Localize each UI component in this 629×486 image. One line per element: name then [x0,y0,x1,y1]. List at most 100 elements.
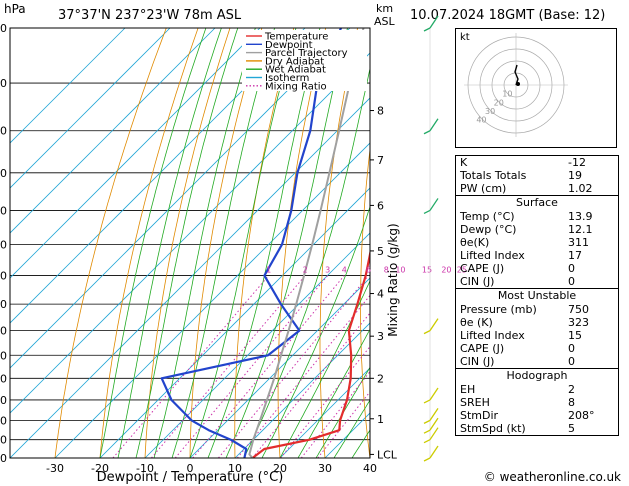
hodograph-ring-label: 40 [476,116,486,125]
index-label: CAPE (J) [460,342,505,355]
hodograph-trace [514,64,519,86]
dry-adiabat-line [234,28,295,458]
isotherm-line [10,28,216,234]
dry-adiabat-line [54,28,167,458]
wet-adiabat-line [243,66,370,458]
hodograph-unit-label: kt [460,32,470,43]
isotherm-line [10,28,306,324]
index-row: EH 2 [456,383,618,396]
mixing-ratio-label: 6 [366,266,371,275]
index-label: Dewp (°C) [460,223,517,236]
isotherm-line [10,28,171,189]
mixing-ratio-label: 10 [395,266,405,275]
parcel-trajectory [248,28,365,458]
wind-barb [423,417,439,434]
index-value: 13.9 [568,210,593,223]
altitude-tick-label: 8 [377,105,384,118]
index-row: Lifted Index 15 [456,329,618,342]
mixing-ratio-axis-label: Mixing Ratio (g/kg) [386,223,400,336]
temperature-profile [251,248,370,458]
pressure-tick-label: 800 [0,372,7,385]
altitude-tick-label: 1 [377,413,384,426]
temperature-tick-label: 40 [363,462,377,475]
mixing-ratio-label: 4 [342,266,347,275]
index-row: CAPE (J) 0 [456,262,618,275]
wind-barb [423,445,439,462]
index-label: StmSpd (kt) [460,422,526,435]
index-label: CAPE (J) [460,262,505,275]
wet-adiabat-line [171,28,275,458]
dry-adiabat-line [144,28,231,458]
hpa-label: hPa [4,2,26,16]
wet-adiabat-line [99,28,207,458]
mixing-ratio-line [236,294,370,458]
temperature-tick-label: -10 [136,462,154,475]
wind-barb [423,198,439,215]
pressure-tick-label: 900 [0,414,7,427]
isotherm-line [144,232,370,458]
legend-entry: Wet Adiabat [265,65,326,76]
wet-adiabat-line [117,28,222,458]
index-value: 2 [568,383,575,396]
wet-adiabat-line [297,328,370,458]
dry-adiabat-line [400,28,422,458]
isotherm-line [10,52,370,414]
wind-barb [423,118,439,135]
index-row: StmDir 208° [456,409,618,422]
index-value: 8 [568,396,575,409]
mixing-ratio-label: 8 [384,266,389,275]
legend-entry: Isotherm [265,73,309,84]
mixing-ratio-label: 3 [325,266,330,275]
legend-entry: Parcel Trajectory [265,48,348,59]
index-label: StmDir [460,409,499,422]
pressure-tick-label: 550 [0,238,7,251]
index-row: CIN (J) 0 [456,355,618,368]
mixing-ratio-line [218,275,369,458]
index-value: 0 [568,275,575,288]
altitude-tick-label: 7 [377,154,384,167]
hodograph-ring-label: 30 [485,107,495,116]
index-value: 19 [568,169,582,182]
index-label: θe(K) [460,236,490,249]
km-label: km [376,2,394,15]
index-label: Totals Totals [460,169,527,182]
isotherm-line [10,97,370,458]
wind-barb [423,387,439,404]
wet-adiabat-line [279,279,370,458]
mixing-ratio-label: 20 [441,266,451,275]
pressure-tick-label: 750 [0,349,7,362]
wet-adiabat-line [189,28,297,458]
index-value: 208° [568,409,595,422]
index-row: Pressure (mb) 750 [456,303,618,316]
mixing-ratio-label: 1 [266,266,271,275]
index-value: 0 [568,355,575,368]
index-label: Temp (°C) [460,210,515,223]
index-value: 0 [568,342,575,355]
legend-entry: Dewpoint [265,40,313,51]
index-label: SREH [460,396,490,409]
temperature-tick-label: -30 [46,462,64,475]
index-value: 15 [568,329,582,342]
wind-barb [423,408,439,424]
index-label: Lifted Index [460,249,525,262]
index-row: SREH 8 [456,396,618,409]
mixing-ratio-line [174,275,329,458]
wind-barb [423,318,439,335]
index-label: CIN (J) [460,275,495,288]
index-label: K [460,156,468,169]
altitude-tick-label: 2 [377,372,384,385]
isotherm-line [10,28,261,279]
legend-entry: Dry Adiabat [265,56,324,67]
wet-adiabat-line [333,399,370,458]
pressure-tick-label: 950 [0,434,7,447]
temperature-tick-label: 10 [228,462,242,475]
mixing-ratio-label: 25 [457,266,467,275]
mixing-ratio-label: 15 [422,266,432,275]
temperature-tick-label: 20 [273,462,287,475]
isotherm-line [189,277,370,458]
pressure-tick-label: 1000 [0,452,7,465]
index-value: 750 [568,303,589,316]
datetime-title: 10.07.2024 18GMT (Base: 12) [410,8,606,23]
hodograph-title: Hodograph [456,368,618,383]
